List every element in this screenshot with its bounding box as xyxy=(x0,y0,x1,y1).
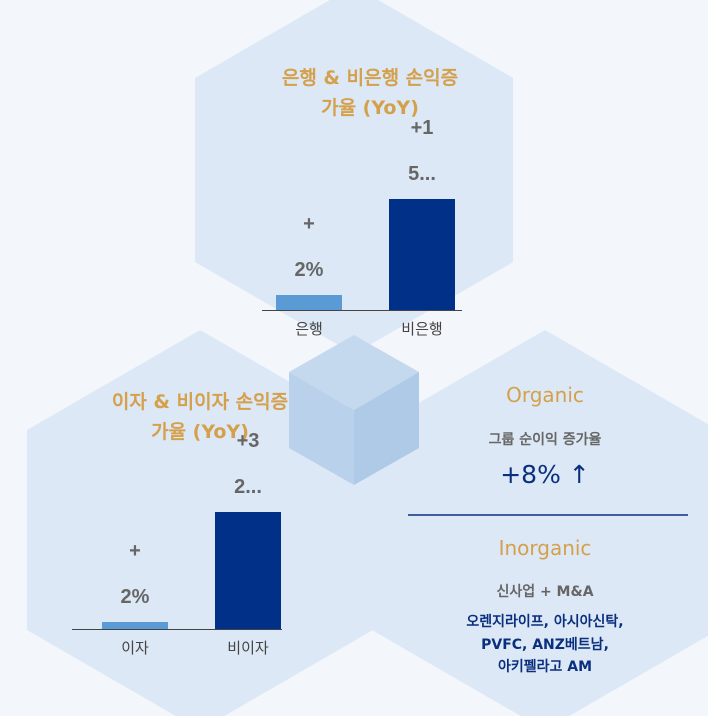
value-label: +32... xyxy=(234,430,262,498)
baseline xyxy=(262,310,462,311)
hexagon xyxy=(195,0,513,354)
list-line: 오렌지라이프, 아시아신탁, xyxy=(466,614,624,630)
organic-subtitle: 그룹 순이익 증가율 xyxy=(488,432,602,448)
list-line: 아키펠라고 AM xyxy=(497,659,593,675)
bar xyxy=(215,512,281,629)
chart-title: 이자 & 비이자 손익증가율 (YoY) xyxy=(111,391,289,443)
list-line: PVFC, ANZ베트남, xyxy=(481,636,609,653)
hexagon xyxy=(372,330,708,716)
bar xyxy=(389,199,455,310)
chart-title: 은행 & 비은행 손익증가율 (YoY) xyxy=(281,67,459,119)
baseline xyxy=(72,629,282,630)
value-label: +2% xyxy=(294,213,324,282)
x-tick-label: 비이자 xyxy=(227,639,269,657)
cube-right xyxy=(354,372,419,485)
bar xyxy=(276,295,342,310)
inorganic-list: 오렌지라이프, 아시아신탁, PVFC, ANZ베트남, 아키펠라고 AM xyxy=(395,611,695,679)
value-label: +2% xyxy=(120,539,150,608)
bar xyxy=(102,621,168,629)
inorganic-title: Inorganic xyxy=(498,536,592,560)
organic-title: Organic xyxy=(506,383,584,407)
organic-value: +8% ↑ xyxy=(500,460,590,489)
cube-top xyxy=(289,335,419,410)
x-tick-label: 은행 xyxy=(295,320,323,338)
hexagon xyxy=(27,330,373,716)
cube-left xyxy=(289,372,354,485)
x-tick-label: 비은행 xyxy=(401,320,443,338)
value-label: +15... xyxy=(408,117,436,185)
x-tick-label: 이자 xyxy=(121,639,149,657)
inorganic-subtitle: 신사업 + M&A xyxy=(496,584,594,600)
